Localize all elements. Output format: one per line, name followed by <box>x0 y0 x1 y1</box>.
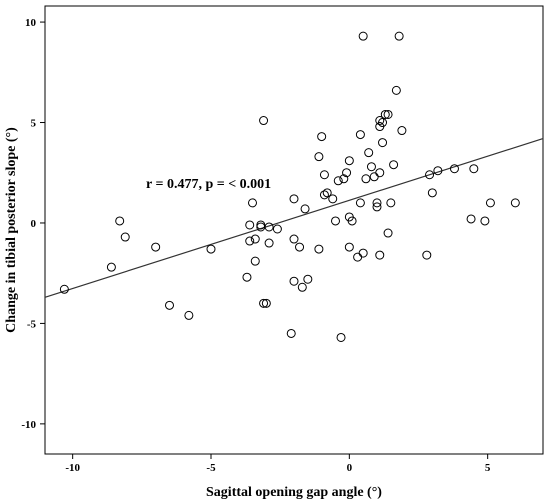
data-point <box>372 202 382 212</box>
data-point <box>297 282 307 292</box>
y-tick-label: -5 <box>27 318 37 330</box>
data-point <box>383 228 393 238</box>
data-point <box>391 85 401 95</box>
x-axis-ticks: -10 -5 0 5 <box>65 454 491 474</box>
data-point <box>250 234 260 244</box>
data-point <box>264 238 274 248</box>
data-point <box>427 188 437 198</box>
data-point <box>366 162 376 172</box>
data-point <box>361 174 371 184</box>
data-point <box>333 176 343 186</box>
data-point <box>480 216 490 226</box>
data-point <box>289 234 299 244</box>
data-point <box>259 298 269 308</box>
data-point <box>397 126 407 136</box>
data-point <box>106 262 116 272</box>
data-point <box>206 244 216 254</box>
data-point <box>115 216 125 226</box>
data-point <box>319 190 329 200</box>
data-point <box>375 250 385 260</box>
x-tick-label: -10 <box>65 462 80 474</box>
y-axis-ticks: -10 -5 0 5 10 <box>21 17 45 431</box>
data-point <box>375 116 385 126</box>
y-tick-label: 0 <box>31 218 37 230</box>
regression-line <box>44 138 544 298</box>
data-point <box>347 216 357 226</box>
data-point <box>336 332 346 342</box>
data-point <box>322 188 332 198</box>
data-point <box>364 148 374 158</box>
data-point <box>433 166 443 176</box>
data-point <box>510 198 520 208</box>
data-point <box>151 242 161 252</box>
x-tick-label: 0 <box>347 462 353 474</box>
data-point <box>449 164 459 174</box>
data-point <box>317 132 327 142</box>
data-point <box>378 118 388 128</box>
data-point <box>339 174 349 184</box>
data-point <box>289 276 299 286</box>
data-point <box>389 160 399 170</box>
y-axis-label: Change in tibial posterior slope (°) <box>4 127 19 333</box>
x-tick-label: 5 <box>485 462 491 474</box>
data-point <box>261 298 271 308</box>
x-tick-label: -5 <box>206 462 216 474</box>
data-point <box>59 284 69 294</box>
data-points <box>59 31 520 342</box>
data-point <box>286 328 296 338</box>
data-point <box>314 152 324 162</box>
data-point <box>375 168 385 178</box>
data-point <box>358 248 368 258</box>
data-point <box>264 222 274 232</box>
data-point <box>422 250 432 260</box>
data-point <box>295 242 305 252</box>
y-tick-label: 5 <box>31 118 37 130</box>
y-tick-label: 10 <box>25 17 37 29</box>
data-point <box>485 198 495 208</box>
data-point <box>394 31 404 41</box>
data-point <box>355 198 365 208</box>
x-axis-label: Sagittal opening gap angle (°) <box>206 485 382 500</box>
data-point <box>250 256 260 266</box>
data-point <box>184 310 194 320</box>
data-point <box>342 168 352 178</box>
data-point <box>245 236 255 246</box>
data-point <box>289 194 299 204</box>
data-point <box>328 194 338 204</box>
data-point <box>466 214 476 224</box>
data-point <box>425 170 435 180</box>
correlation-annotation: r = 0.477, p = < 0.001 <box>146 177 271 192</box>
data-point <box>380 109 390 119</box>
regression-line-group <box>44 138 544 298</box>
data-point <box>319 170 329 180</box>
data-point <box>314 244 324 254</box>
data-point <box>378 138 388 148</box>
data-point <box>331 216 340 226</box>
data-point <box>300 204 310 214</box>
data-point <box>272 224 282 234</box>
data-point <box>259 116 269 126</box>
data-point <box>355 130 365 140</box>
data-point <box>383 109 393 119</box>
data-point <box>372 198 382 208</box>
data-point <box>120 232 130 242</box>
y-tick-label: -10 <box>21 419 36 431</box>
data-point <box>344 156 354 166</box>
data-point <box>245 220 255 230</box>
data-point <box>303 274 313 284</box>
data-point <box>386 198 396 208</box>
data-point <box>469 164 479 174</box>
data-point <box>358 31 368 41</box>
data-point <box>165 300 174 310</box>
data-point <box>344 242 354 252</box>
data-point <box>242 272 252 282</box>
plot-area-frame <box>44 5 544 455</box>
data-point <box>248 198 257 208</box>
